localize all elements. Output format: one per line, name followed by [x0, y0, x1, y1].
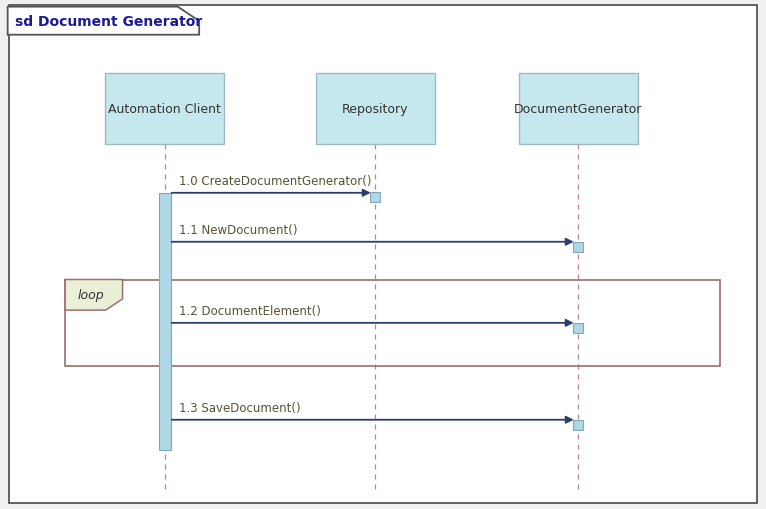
FancyBboxPatch shape — [573, 420, 584, 430]
FancyBboxPatch shape — [519, 74, 638, 145]
FancyBboxPatch shape — [573, 323, 584, 333]
Text: 1.1 NewDocument(): 1.1 NewDocument() — [179, 223, 298, 236]
FancyBboxPatch shape — [9, 6, 757, 503]
FancyBboxPatch shape — [573, 242, 584, 252]
Polygon shape — [8, 8, 199, 36]
Text: 1.3 SaveDocument(): 1.3 SaveDocument() — [179, 401, 301, 414]
FancyBboxPatch shape — [106, 74, 224, 145]
Polygon shape — [65, 280, 123, 310]
Text: 1.2 DocumentElement(): 1.2 DocumentElement() — [179, 304, 321, 317]
Text: loop: loop — [77, 289, 104, 302]
FancyBboxPatch shape — [316, 74, 435, 145]
Text: 1.0 CreateDocumentGenerator(): 1.0 CreateDocumentGenerator() — [179, 175, 372, 187]
Text: DocumentGenerator: DocumentGenerator — [514, 103, 643, 116]
Text: sd Document Generator: sd Document Generator — [15, 15, 202, 29]
Text: Repository: Repository — [342, 103, 408, 116]
FancyBboxPatch shape — [159, 193, 171, 450]
Text: Automation Client: Automation Client — [108, 103, 221, 116]
FancyBboxPatch shape — [371, 192, 381, 203]
